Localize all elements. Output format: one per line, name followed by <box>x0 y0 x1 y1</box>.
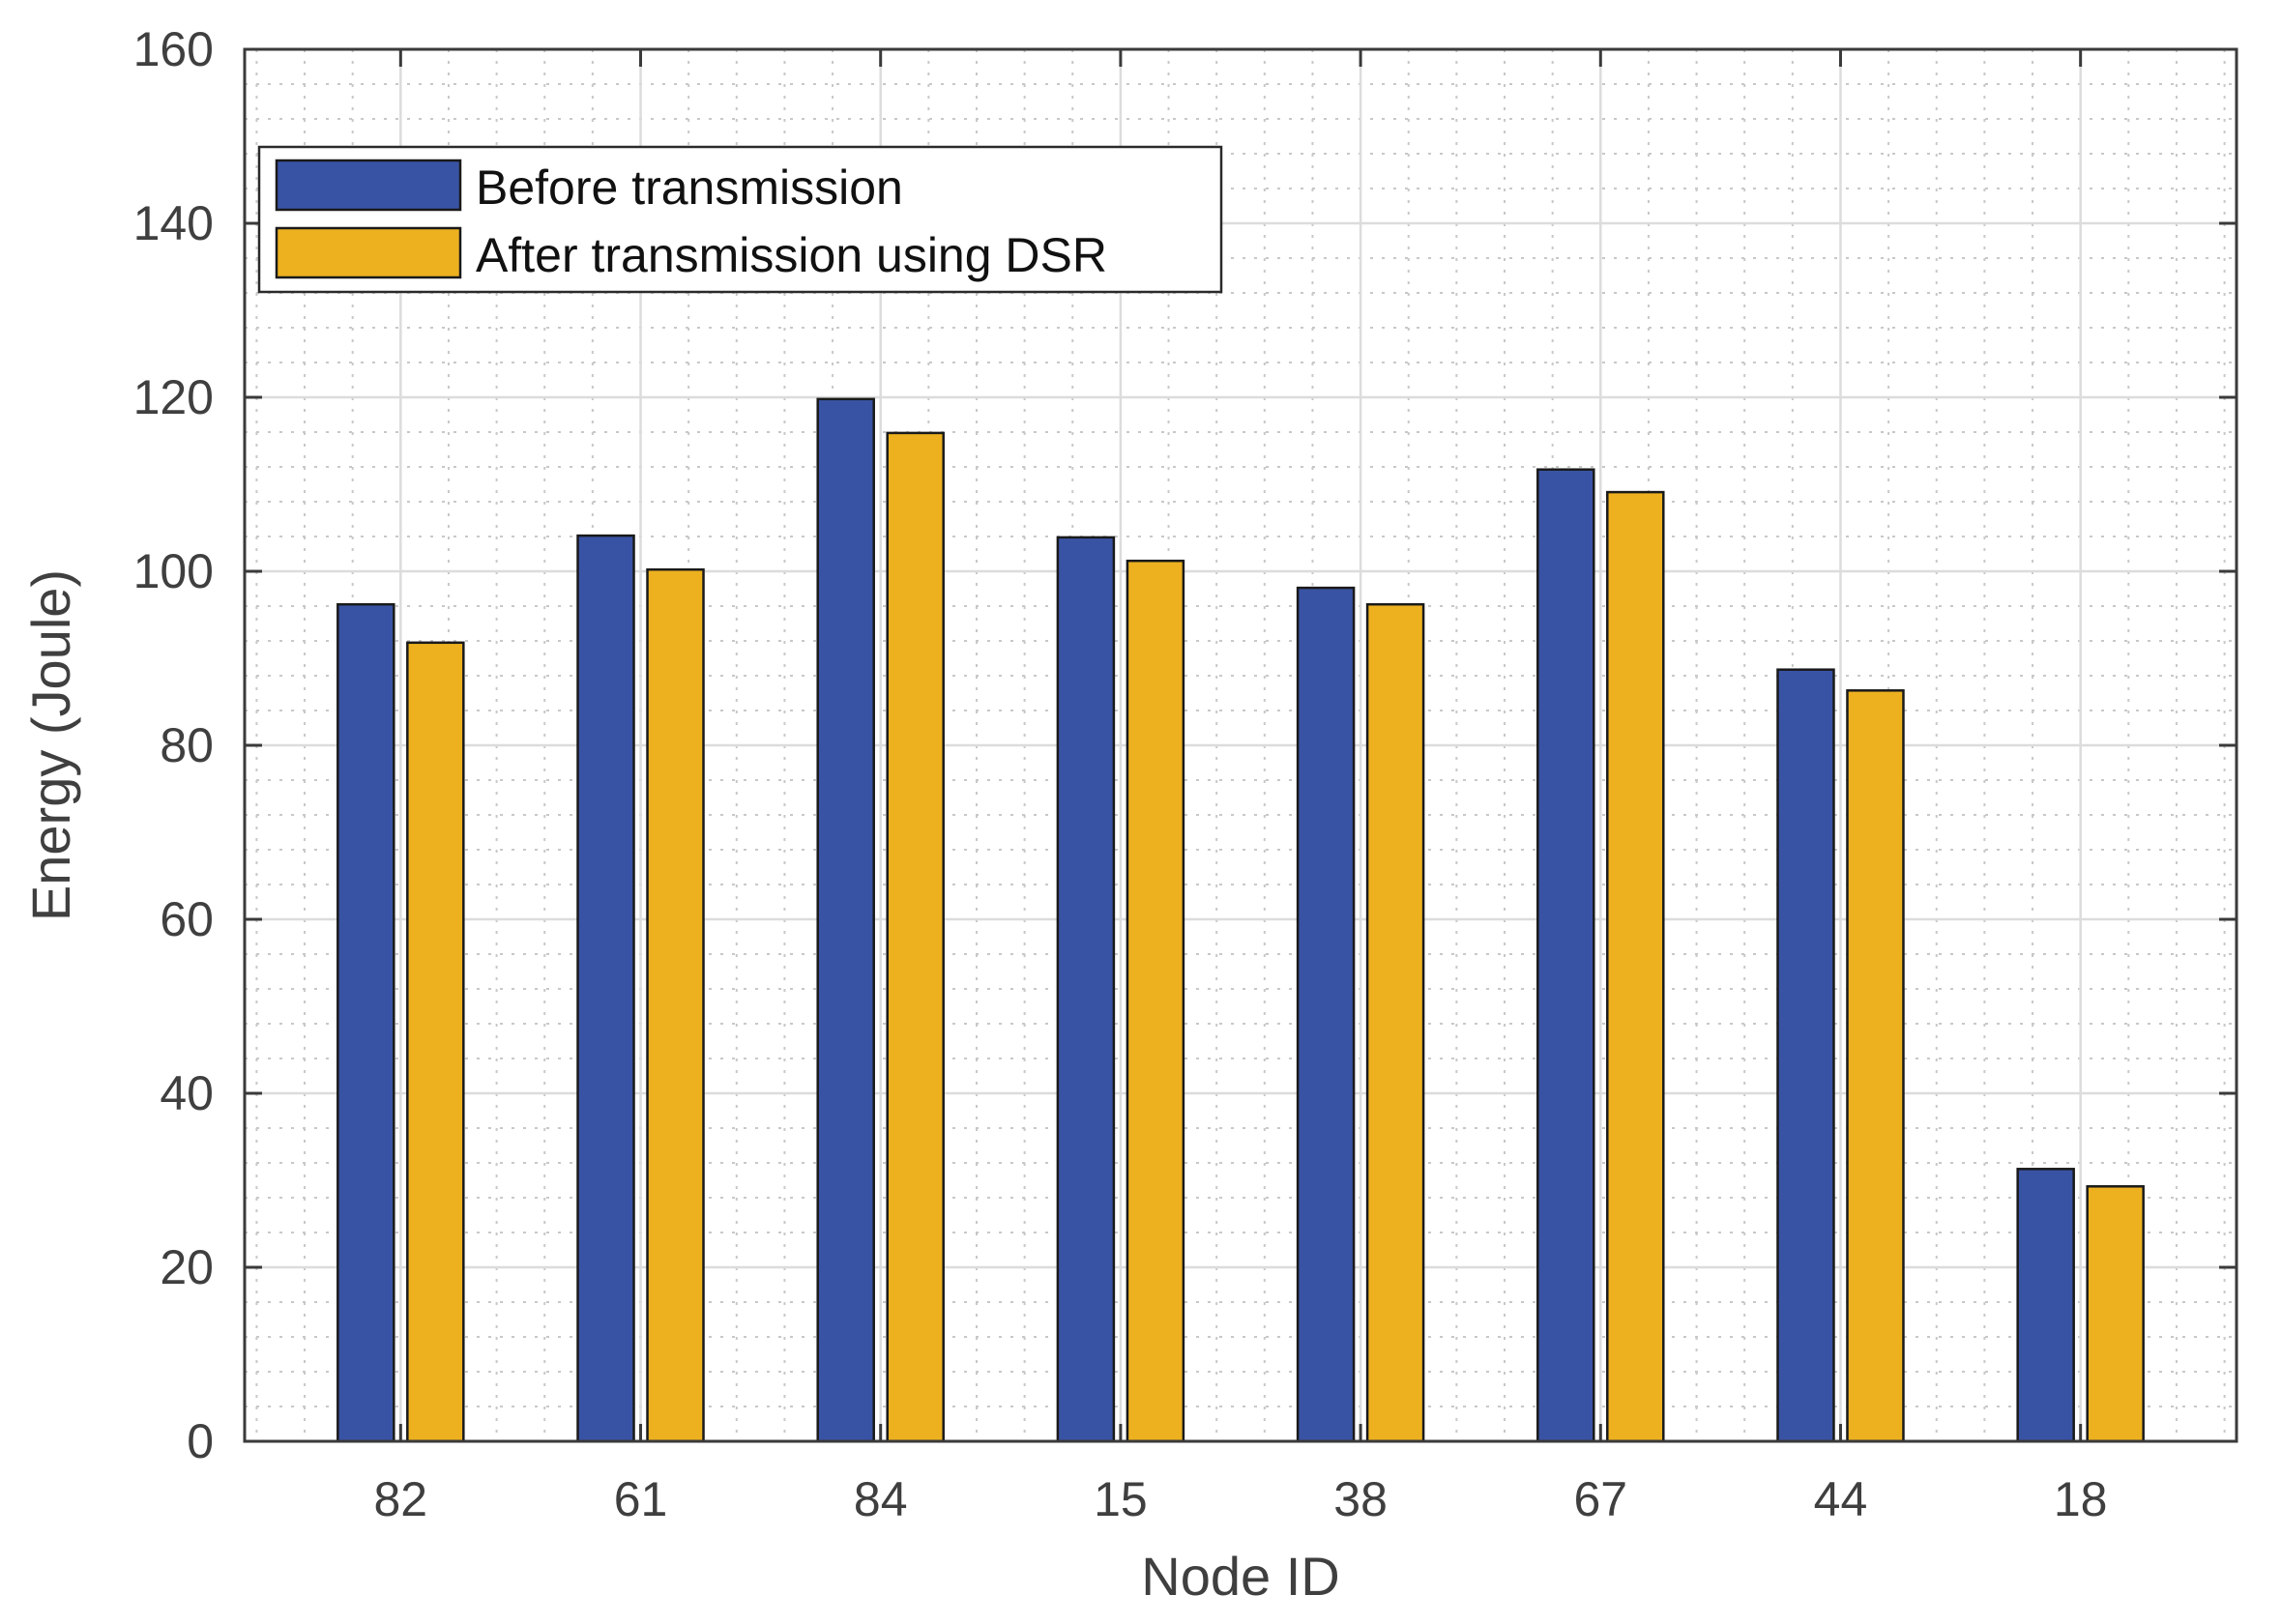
legend: Before transmission After transmission u… <box>257 145 1223 294</box>
x-tick-label-44: 44 <box>1814 1472 1868 1526</box>
x-tick-labels: 82 61 84 15 38 67 44 18 <box>374 1472 2108 1526</box>
y-tick-label: 80 <box>160 718 214 772</box>
y-tick-labels: 0 20 40 60 80 100 120 140 160 <box>133 22 214 1468</box>
y-tick-label: 140 <box>133 196 214 250</box>
x-tick-label-38: 38 <box>1333 1472 1388 1526</box>
bar-before-44 <box>1776 668 1835 1443</box>
x-tick-label-15: 15 <box>1094 1472 1148 1526</box>
legend-label-before: Before transmission <box>476 160 903 215</box>
x-tick-label-84: 84 <box>854 1472 908 1526</box>
y-tick-label: 20 <box>160 1240 214 1294</box>
x-tick-label-18: 18 <box>2054 1472 2108 1526</box>
bar-before-84 <box>816 397 875 1443</box>
bar-before-67 <box>1536 468 1595 1443</box>
legend-label-after: After transmission using DSR <box>476 228 1107 282</box>
bar-before-15 <box>1056 536 1116 1443</box>
bar-before-38 <box>1296 586 1356 1443</box>
bar-after-82 <box>406 641 465 1443</box>
x-axis-title: Node ID <box>1141 1546 1339 1607</box>
bar-before-82 <box>336 602 395 1443</box>
bars <box>336 397 2145 1443</box>
bar-after-61 <box>646 567 705 1443</box>
y-tick-label: 40 <box>160 1066 214 1120</box>
y-tick-label: 120 <box>133 370 214 424</box>
bar-after-44 <box>1846 689 1905 1443</box>
y-tick-label: 60 <box>160 892 214 946</box>
bar-before-18 <box>2016 1168 2075 1443</box>
bar-after-84 <box>886 431 945 1443</box>
bar-after-38 <box>1365 602 1425 1443</box>
bar-before-61 <box>576 534 635 1443</box>
y-tick-label: 160 <box>133 22 214 76</box>
x-tick-label-82: 82 <box>374 1472 428 1526</box>
bar-after-18 <box>2086 1185 2145 1443</box>
y-tick-label: 100 <box>133 544 214 598</box>
y-axis-title: Energy (Joule) <box>20 569 81 921</box>
x-tick-label-67: 67 <box>1573 1472 1627 1526</box>
axis-ticks <box>245 47 2237 1443</box>
bar-after-67 <box>1606 490 1665 1443</box>
bar-after-15 <box>1126 559 1185 1443</box>
legend-swatch-after <box>275 226 462 279</box>
x-tick-label-61: 61 <box>614 1472 668 1526</box>
legend-swatch-before <box>275 159 462 212</box>
y-tick-label: 0 <box>187 1414 214 1468</box>
